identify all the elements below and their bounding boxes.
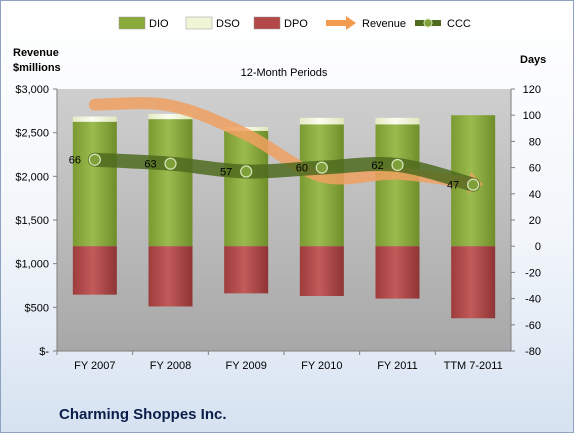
ccc-data-label: 66 (69, 155, 81, 167)
legend-label: DSO (216, 18, 240, 30)
ccc-line (87, 152, 481, 192)
left-axis-tick-label: $- (39, 346, 49, 358)
x-axis-category-label: FY 2011 (377, 360, 418, 372)
left-axis-tick-label: $1,000 (15, 259, 49, 271)
right-axis-tick-label: 20 (529, 215, 541, 227)
ccc-point (88, 153, 101, 166)
bar-dio (148, 119, 193, 247)
bar-dpo (299, 246, 344, 296)
legend-swatch-dpo (253, 16, 281, 30)
legend-label: CCC (447, 18, 471, 30)
legend-arrowhead-revenue (346, 16, 356, 30)
left-axis-tick-label: $2,000 (15, 171, 49, 183)
right-axis-tick-label: -60 (525, 320, 541, 332)
revenue-line (88, 97, 480, 190)
bar-dpo (375, 246, 420, 299)
left-axis-tick-label: $500 (25, 302, 49, 314)
ccc-point (467, 178, 480, 191)
legend-swatch-dio (118, 16, 146, 30)
right-axis-tick-label: 40 (529, 189, 541, 201)
right-axis-tick-label: 120 (523, 84, 541, 96)
bar-dio (375, 124, 420, 247)
bar-dpo (72, 246, 117, 295)
bar-dpo (148, 246, 193, 307)
legend-label: DPO (284, 18, 308, 30)
legend-swatch-dso (185, 16, 213, 30)
ccc-point (240, 165, 253, 178)
ccc-point (315, 161, 328, 174)
right-axis-tick-label: -20 (525, 267, 541, 279)
right-axis-tick-label: 0 (535, 241, 541, 253)
plot-area (57, 89, 511, 351)
ccc-data-label: 47 (447, 180, 459, 192)
bar-dpo (224, 246, 269, 294)
left-axis-title-line1: Revenue (13, 47, 59, 59)
right-axis-title: Days (520, 54, 546, 66)
right-axis-tick-label: 80 (529, 136, 541, 148)
ccc-point (164, 157, 177, 170)
left-axis-tick-label: $3,000 (15, 84, 49, 96)
right-axis-tick-label: -80 (525, 346, 541, 358)
left-axis-title-line2: $millions (13, 62, 61, 74)
right-axis-tick-label: 60 (529, 163, 541, 175)
legend-label: Revenue (362, 18, 406, 30)
bar-dio (299, 124, 344, 247)
x-axis-category-label: TTM 7-2011 (444, 360, 503, 372)
bar-dio (224, 130, 269, 247)
right-axis-tick-label: -40 (525, 294, 541, 306)
bar-dso (299, 117, 344, 125)
x-axis-category-label: FY 2010 (301, 360, 342, 372)
bar-dio (72, 121, 117, 247)
ccc-data-label: 60 (296, 163, 308, 175)
left-axis-tick-label: $2,500 (15, 128, 49, 140)
x-axis-category-label: FY 2009 (225, 360, 266, 372)
bar-dso (148, 113, 193, 120)
ccc-point (391, 158, 404, 172)
bar-dso (375, 117, 420, 125)
left-axis-tick-label: $1,500 (15, 215, 49, 227)
x-axis-category-label: FY 2007 (74, 360, 115, 372)
bar-dso (72, 116, 117, 122)
ccc-data-label: 62 (371, 160, 383, 172)
company-name: Charming Shoppes Inc. (59, 406, 227, 423)
legend-label: DIO (149, 18, 169, 30)
x-axis-category-label: FY 2008 (150, 360, 191, 372)
ccc-data-label: 57 (220, 167, 232, 179)
ccc-data-label: 63 (144, 159, 156, 171)
legend-marker-ccc (423, 18, 433, 28)
chart-title: 12-Month Periods (241, 67, 328, 79)
bar-dpo (451, 246, 496, 319)
right-axis-tick-label: 100 (523, 110, 541, 122)
